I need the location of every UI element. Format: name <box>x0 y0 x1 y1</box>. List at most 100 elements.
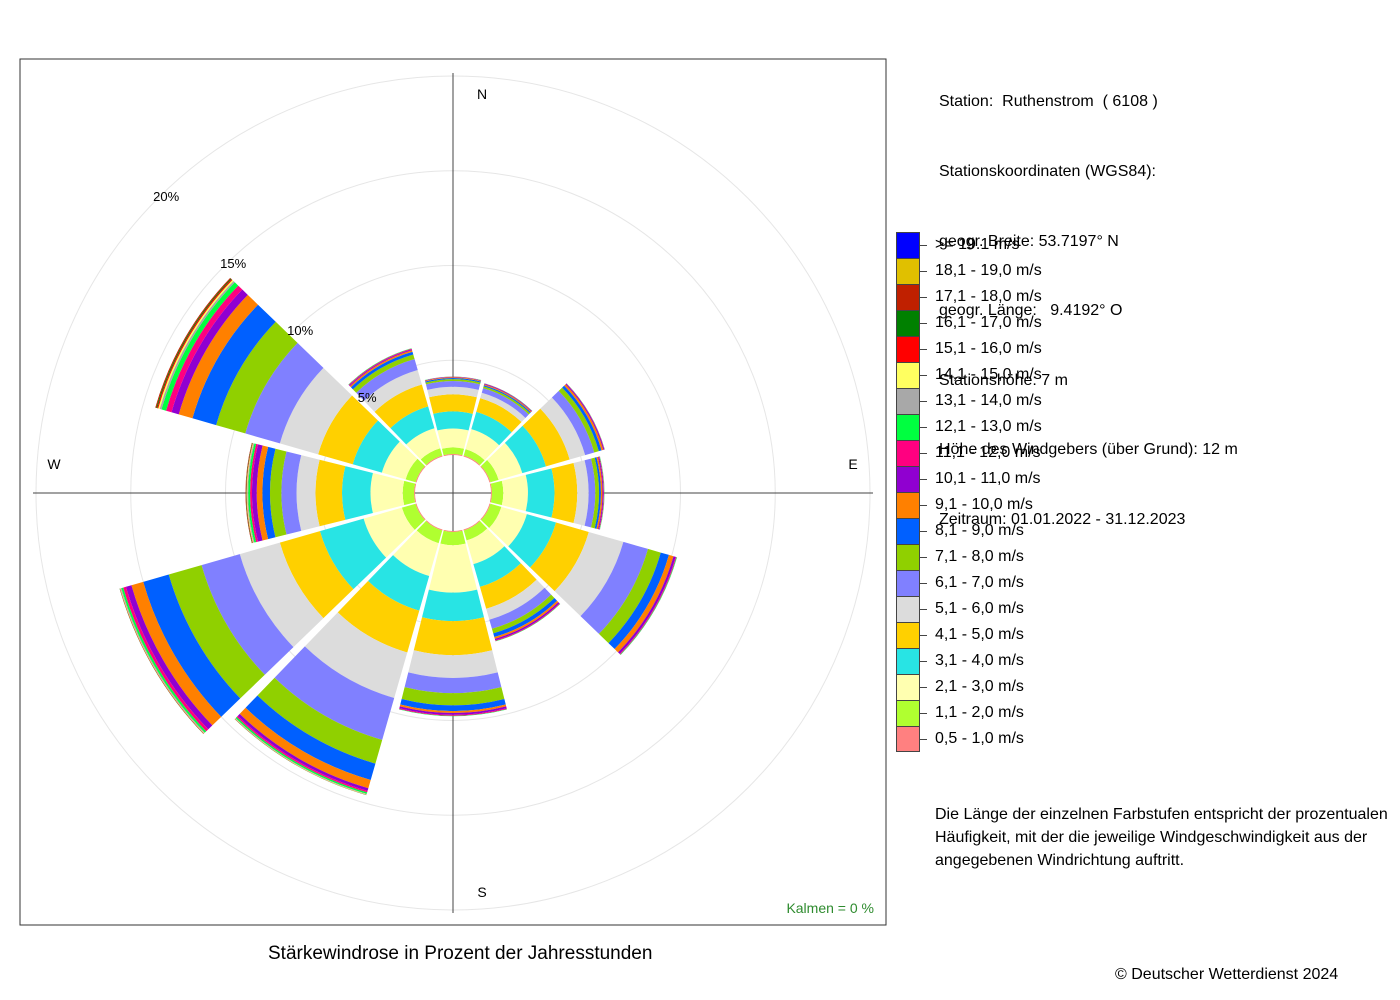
sector-segment <box>399 704 507 713</box>
sector-segment <box>399 708 507 716</box>
sector-segment <box>245 442 253 544</box>
legend-tick <box>920 245 927 246</box>
sector-segment <box>262 446 276 540</box>
ring-label: 20% <box>153 189 179 204</box>
legend-label: 2,1 - 3,0 m/s <box>935 678 1024 695</box>
sector-segment <box>178 294 258 419</box>
sector-segment <box>437 428 469 449</box>
sector-segment <box>481 460 499 483</box>
legend-item: 7,1 - 8,0 m/s <box>896 544 1196 570</box>
sector-segment <box>540 397 586 460</box>
legend-swatch <box>896 284 920 310</box>
legend-label: 7,1 - 8,0 m/s <box>935 548 1024 565</box>
legend-tick <box>920 401 927 402</box>
sector-segment <box>424 376 482 381</box>
sector-180 <box>399 529 507 717</box>
sector-150 <box>463 520 561 642</box>
sector-segment <box>245 442 253 544</box>
sector-segment <box>440 530 466 546</box>
sector-segment <box>425 378 481 383</box>
sector-segment <box>596 456 603 530</box>
legend-label: 1,1 - 2,0 m/s <box>935 704 1024 721</box>
legend-tick <box>920 271 927 272</box>
sector-segment <box>522 408 570 467</box>
sector-segment <box>489 506 527 547</box>
sector-segment <box>356 359 418 401</box>
legend-tick <box>920 297 927 298</box>
ring-label: 5% <box>358 390 377 405</box>
sector-segment <box>433 411 473 431</box>
sector-segment <box>425 381 481 390</box>
sector-segment <box>405 458 425 483</box>
sector-segment <box>216 321 298 434</box>
sector-segment <box>463 521 488 541</box>
plot-frame <box>19 58 887 926</box>
sector-segment <box>428 543 478 593</box>
legend-swatch <box>896 310 920 336</box>
sector-segment <box>422 589 484 622</box>
sector-segment <box>558 387 599 453</box>
legend-label: 10,1 - 11,0 m/s <box>935 470 1041 487</box>
sector-segment <box>239 542 324 648</box>
sector-segment <box>401 687 505 706</box>
sector-segment <box>279 367 353 455</box>
legend-tick <box>920 687 927 688</box>
legend-tick <box>920 479 927 480</box>
sector-segment <box>424 376 482 381</box>
legend-swatch <box>896 232 920 258</box>
sector-segment <box>598 456 604 530</box>
legend-item: 1,1 - 2,0 m/s <box>896 700 1196 726</box>
sector-segment <box>318 395 378 465</box>
sector-segment <box>530 522 589 592</box>
sector-segment <box>252 444 263 542</box>
sector-segment <box>390 406 435 445</box>
sector-segment <box>245 695 376 780</box>
sector-segment <box>257 677 383 764</box>
legend-swatch <box>896 674 920 700</box>
sector-segment <box>319 518 387 590</box>
sector-segment <box>443 454 463 457</box>
sector-segment <box>473 546 521 587</box>
sector-segment <box>248 443 257 543</box>
legend-item: 10,1 - 11,0 m/s <box>896 466 1196 492</box>
sector-segment <box>350 351 414 390</box>
legend-swatch <box>896 258 920 284</box>
sector-segment <box>425 377 481 382</box>
station-longitude: geogr. Länge: 9.4192° O <box>939 302 1123 320</box>
sector-segment <box>279 531 354 619</box>
ring-label: 15% <box>220 256 246 271</box>
sector-120 <box>480 503 678 655</box>
sector-segment <box>501 474 528 512</box>
sector-segment <box>554 531 624 617</box>
sector-segment <box>494 600 559 639</box>
sector-segment <box>416 521 443 544</box>
station-elevation: Stationshöhe: 7 m <box>939 371 1068 389</box>
sector-segment <box>239 707 371 789</box>
sector-segment <box>465 429 500 461</box>
legend-item: 14,1 - 15,0 m/s <box>896 362 1196 388</box>
station-coords-heading: Stationskoordinaten (WGS84): <box>939 163 1156 180</box>
sector-segment <box>274 646 395 740</box>
sector-segment <box>393 530 439 576</box>
legend-tick <box>920 583 927 584</box>
legend-label: 17,1 - 18,0 m/s <box>935 288 1042 305</box>
legend-item: 15,1 - 16,0 m/s <box>896 336 1196 362</box>
sector-segment <box>192 304 276 426</box>
sector-210 <box>234 520 443 796</box>
sector-segment <box>573 460 589 526</box>
legend-label: 9,1 - 10,0 m/s <box>935 496 1033 513</box>
sector-segment <box>171 289 248 415</box>
sector-segment <box>551 462 578 524</box>
east-label: E <box>848 456 857 472</box>
legend-item: 3,1 - 4,0 m/s <box>896 648 1196 674</box>
sector-segment <box>441 447 465 456</box>
legend-swatch <box>896 388 920 414</box>
legend-label: >= 19.1 m/s <box>935 236 1020 253</box>
sector-segment <box>480 503 491 521</box>
wind-sectors <box>119 277 678 796</box>
sector-segment <box>406 428 441 460</box>
legend-tick <box>920 427 927 428</box>
legend-tick <box>920 661 927 662</box>
legend-item: 16,1 - 17,0 m/s <box>896 310 1196 336</box>
